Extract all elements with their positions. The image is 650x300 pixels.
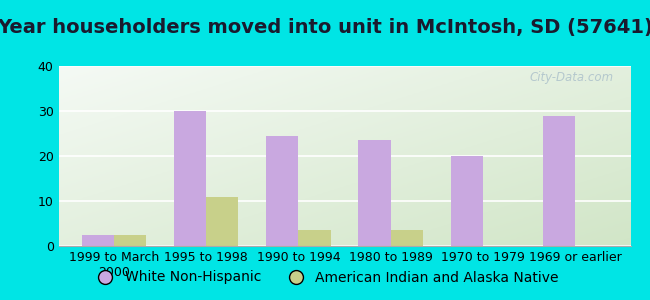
Bar [298, 230, 331, 246]
Bar [206, 196, 239, 246]
Text: Year householders moved into unit in McIntosh, SD (57641): Year householders moved into unit in McI… [0, 17, 650, 37]
Bar [266, 136, 298, 246]
Legend: White Non-Hispanic, American Indian and Alaska Native: White Non-Hispanic, American Indian and … [86, 265, 564, 290]
Bar [114, 235, 146, 246]
Bar [391, 230, 423, 246]
Bar [543, 116, 575, 246]
Bar [174, 111, 206, 246]
Bar [358, 140, 391, 246]
Text: City-Data.com: City-Data.com [529, 71, 614, 84]
Bar [450, 156, 483, 246]
Bar [81, 235, 114, 246]
